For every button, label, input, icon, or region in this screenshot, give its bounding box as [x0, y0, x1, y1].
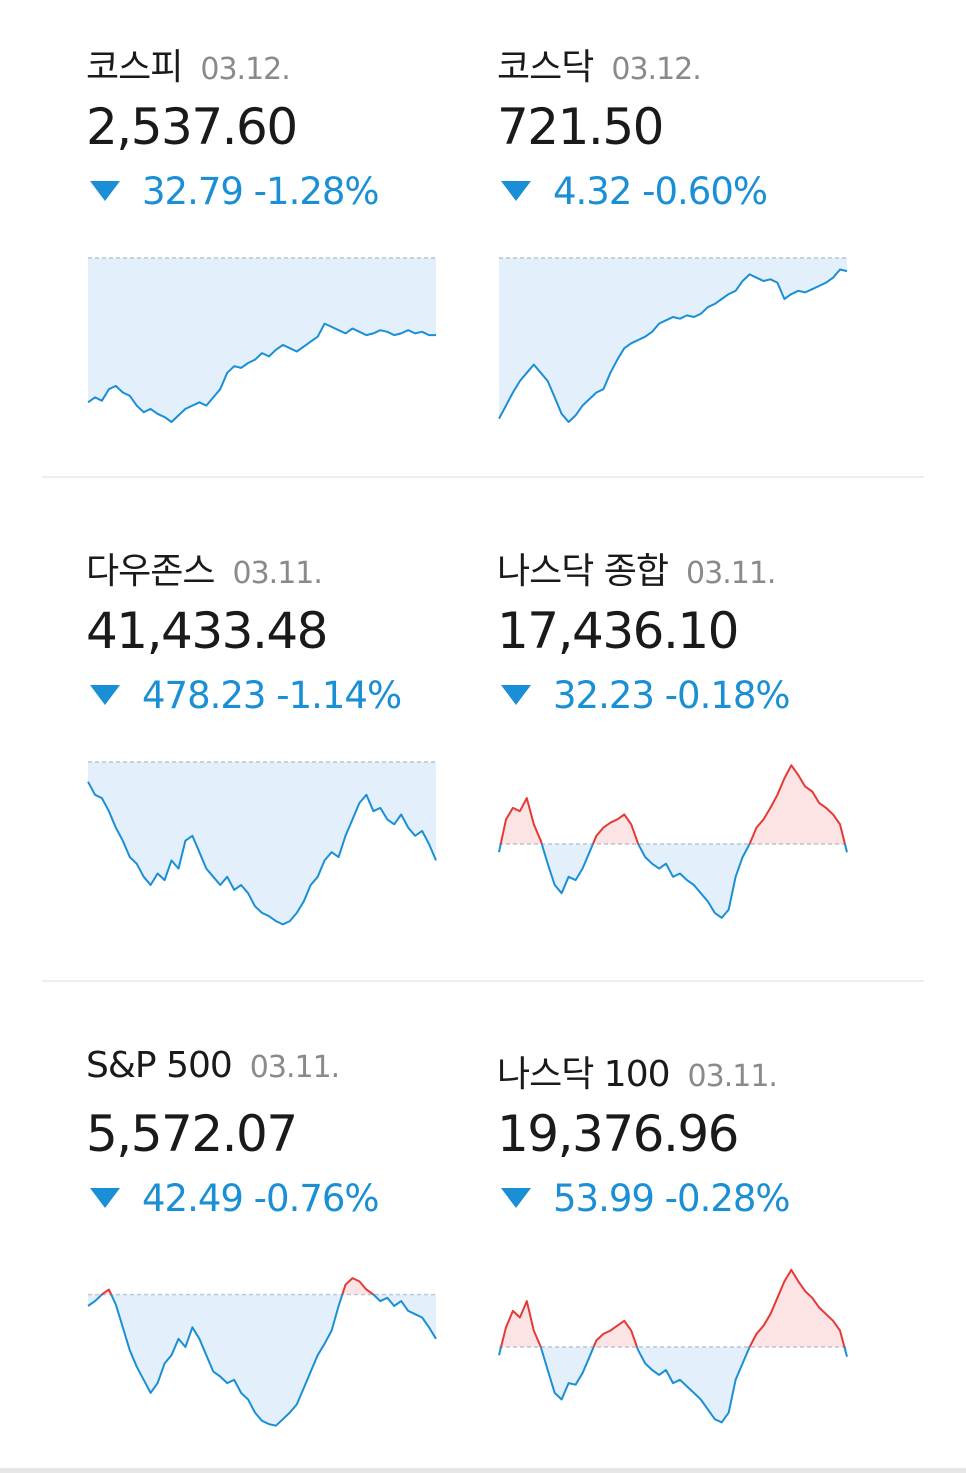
index-card-sp500[interactable]: S&P 500 03.11. 5,572.07 42.49 -0.76% [86, 1017, 486, 1447]
area-below-reference [88, 258, 436, 422]
sparkline-chart [498, 257, 848, 423]
index-change: 32.23 -0.18% [497, 674, 791, 717]
series-line-down [87, 322, 436, 423]
index-price: 721.50 [497, 98, 664, 156]
sparkline-chart [87, 257, 436, 423]
card-title-row: 나스닥 100 03.11. [497, 1045, 778, 1097]
index-card-nasdaq-100[interactable]: 나스닥 100 03.11. 19,376.96 53.99 -0.28% [497, 1017, 897, 1447]
sparkline-chart [498, 1268, 848, 1424]
index-card-kosdaq[interactable]: 코스닥 03.12. 721.50 4.32 -0.60% [497, 10, 897, 440]
index-date: 03.11. [686, 556, 776, 591]
area-below-reference [88, 1294, 436, 1426]
row-divider [42, 980, 924, 982]
index-date: 03.11. [249, 1050, 340, 1085]
index-price: 41,433.48 [86, 602, 328, 660]
area-above-reference [499, 765, 847, 844]
index-card-nasdaq-composite[interactable]: 나스닥 종합 03.11. 17,436.10 32.23 -0.18% [497, 514, 897, 944]
card-title-row: S&P 500 03.11. [86, 1045, 340, 1086]
index-price: 17,436.10 [497, 602, 739, 660]
index-name: 다우존스 [86, 551, 215, 592]
change-value: 32.79 -1.28% [142, 170, 380, 213]
change-value: 42.49 -0.76% [142, 1177, 380, 1220]
series-line-down [87, 781, 437, 926]
row-divider [42, 476, 924, 478]
card-title-row: 나스닥 종합 03.11. [497, 542, 776, 594]
index-name: 나스닥 100 [497, 1054, 671, 1095]
series-line-down [87, 1294, 437, 1427]
change-value: 53.99 -0.28% [553, 1177, 791, 1220]
series-line-down [498, 268, 848, 423]
index-date: 03.11. [232, 556, 322, 591]
index-price: 5,572.07 [86, 1105, 298, 1163]
down-triangle-icon [501, 180, 531, 201]
series-line-down [498, 844, 848, 919]
change-value: 478.23 -1.14% [142, 674, 402, 717]
index-card-dow-jones[interactable]: 다우존스 03.11. 41,433.48 478.23 -1.14% [86, 514, 486, 944]
card-title-row: 다우존스 03.11. [86, 542, 323, 594]
index-name: 코스피 [86, 47, 183, 88]
change-value: 4.32 -0.60% [553, 170, 768, 213]
index-price: 19,376.96 [497, 1105, 739, 1163]
down-triangle-icon [501, 1187, 531, 1208]
index-change: 32.79 -1.28% [86, 170, 380, 213]
down-triangle-icon [90, 180, 120, 201]
bottom-edge-bar [0, 1468, 966, 1473]
sparkline-chart [87, 761, 437, 926]
series-line-down [498, 1347, 848, 1424]
sparkline-chart [87, 1277, 437, 1427]
area-below-reference [499, 844, 847, 918]
index-date: 03.12. [200, 52, 290, 87]
index-name: S&P 500 [86, 1045, 233, 1086]
index-change: 4.32 -0.60% [497, 170, 768, 213]
down-triangle-icon [90, 1187, 120, 1208]
series-line-up [500, 1268, 846, 1347]
index-card-kospi[interactable]: 코스피 03.12. 2,537.60 32.79 -1.28% [86, 10, 486, 440]
index-name: 코스닥 [497, 47, 594, 88]
down-triangle-icon [501, 684, 531, 705]
index-name: 나스닥 종합 [497, 551, 669, 592]
index-change: 478.23 -1.14% [86, 674, 402, 717]
index-change: 53.99 -0.28% [497, 1177, 791, 1220]
down-triangle-icon [90, 684, 120, 705]
area-below-reference [499, 1347, 847, 1423]
index-change: 42.49 -0.76% [86, 1177, 380, 1220]
area-above-reference [499, 1269, 847, 1347]
card-title-row: 코스피 03.12. [86, 38, 291, 90]
index-date: 03.11. [687, 1059, 778, 1094]
area-below-reference [499, 258, 847, 422]
series-line-up [499, 764, 846, 844]
area-below-reference [88, 762, 436, 925]
index-date: 03.12. [611, 52, 701, 87]
index-price: 2,537.60 [86, 98, 298, 156]
card-title-row: 코스닥 03.12. [497, 38, 702, 90]
change-value: 32.23 -0.18% [553, 674, 791, 717]
sparkline-chart [498, 764, 848, 919]
